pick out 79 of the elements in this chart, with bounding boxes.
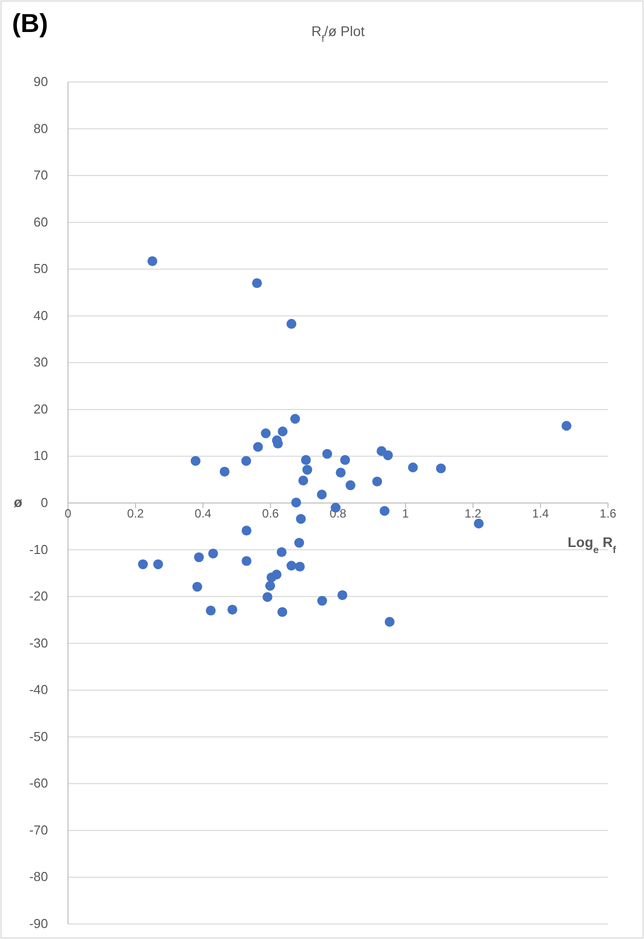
point xyxy=(340,455,350,465)
point xyxy=(383,450,393,460)
point xyxy=(260,428,271,438)
point xyxy=(190,456,200,466)
point xyxy=(286,560,296,571)
y-tick-label: 60 xyxy=(34,214,48,230)
point xyxy=(317,596,328,606)
point xyxy=(252,278,262,288)
point xyxy=(296,514,306,524)
y-tick-label: -80 xyxy=(29,869,48,884)
point xyxy=(276,547,287,558)
point xyxy=(316,490,327,500)
point xyxy=(194,552,204,562)
point xyxy=(384,616,395,627)
point xyxy=(336,468,346,478)
point xyxy=(294,562,305,572)
y-tick-label: -60 xyxy=(29,776,48,791)
point xyxy=(220,466,230,477)
y-tick-label: 10 xyxy=(34,448,48,464)
point xyxy=(302,464,312,475)
point xyxy=(262,592,272,602)
point xyxy=(290,414,300,424)
point xyxy=(273,438,283,448)
x-tick-label: 0.2 xyxy=(127,506,144,520)
point xyxy=(241,456,252,466)
x-tick-label: 0 xyxy=(64,506,72,520)
x-tick-label: 0.4 xyxy=(194,506,212,520)
point xyxy=(337,590,348,600)
point xyxy=(301,455,311,465)
point xyxy=(265,580,276,591)
point xyxy=(380,506,390,516)
chart-title: R$_{f}$/ø Plot xyxy=(311,23,365,44)
text: (B) xyxy=(12,8,48,38)
point xyxy=(346,480,356,490)
y-tick-label: 80 xyxy=(34,120,48,136)
y-tick-label: -30 xyxy=(29,635,48,650)
y-axis-title: ø xyxy=(14,494,23,510)
y-tick-label: 70 xyxy=(34,168,48,183)
y-tick-label: -10 xyxy=(29,542,48,557)
point xyxy=(138,559,148,570)
y-tick-label: 50 xyxy=(34,261,48,276)
point xyxy=(192,582,202,592)
point xyxy=(277,607,288,617)
point xyxy=(291,498,302,508)
point xyxy=(147,256,158,266)
x-tick-label: 1 xyxy=(402,506,410,520)
point xyxy=(153,559,164,570)
point xyxy=(294,538,304,548)
x-tick-label: 1.4 xyxy=(532,506,550,520)
x-tick-label: 1.2 xyxy=(464,506,482,520)
y-tick-label: -20 xyxy=(29,588,48,604)
point xyxy=(322,448,332,459)
y-tick-label: -50 xyxy=(29,728,48,744)
y-tick-label: 30 xyxy=(34,354,48,370)
x-axis-title: Log$_{e}$ R$_{f}$ xyxy=(568,534,617,556)
x-tick-label: 1.6 xyxy=(600,506,617,520)
point xyxy=(474,518,484,528)
point xyxy=(562,420,572,431)
point xyxy=(408,462,418,472)
point xyxy=(253,442,263,452)
point xyxy=(208,548,218,558)
point xyxy=(278,426,288,436)
point xyxy=(436,463,446,474)
point xyxy=(372,476,382,486)
y-tick-label: -90 xyxy=(29,916,48,931)
point xyxy=(242,556,252,566)
point xyxy=(266,572,276,582)
y-tick-label: 90 xyxy=(34,74,48,89)
y-tick-label: 20 xyxy=(34,401,48,416)
point xyxy=(242,526,252,536)
point xyxy=(286,318,296,329)
y-tick-label: 40 xyxy=(34,308,48,323)
y-tick-label: -70 xyxy=(29,822,48,838)
point xyxy=(206,606,216,616)
y-tick-label: -40 xyxy=(29,682,48,698)
point xyxy=(298,476,308,486)
point xyxy=(227,604,238,615)
y-tick-label: 0 xyxy=(40,495,48,510)
x-tick-label: 0.6 xyxy=(262,506,280,520)
